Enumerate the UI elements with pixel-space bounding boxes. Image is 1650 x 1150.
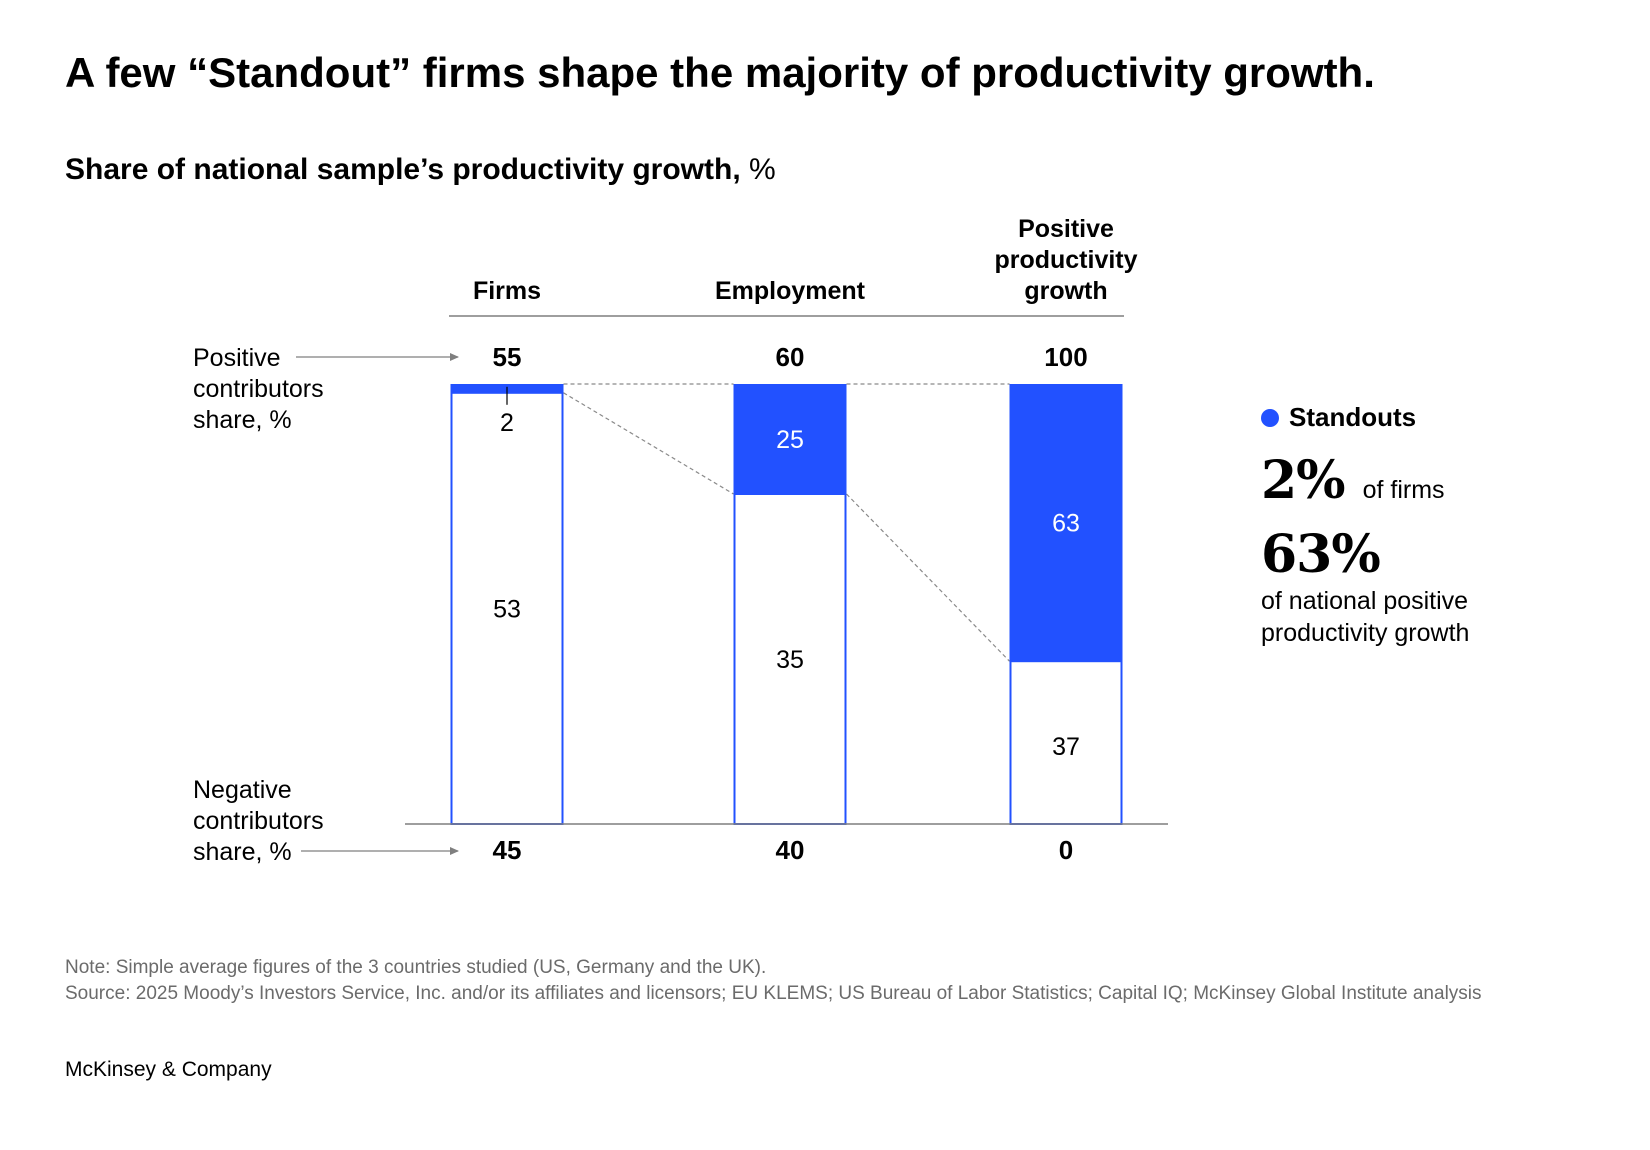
negative-side-label: share, % — [193, 838, 292, 866]
firms-stat: 2% of firms — [1261, 455, 1621, 507]
category-header: growth — [1024, 277, 1107, 305]
positive-total-label: 55 — [493, 342, 522, 372]
standouts-legend: Standouts 2% of firms 63% of national po… — [1261, 402, 1621, 649]
footnotes: Note: Simple average figures of the 3 co… — [65, 955, 1482, 1007]
brand-name: McKinsey & Company — [65, 1058, 272, 1081]
chart-subtitle: Share of national sample’s productivity … — [65, 152, 776, 188]
growth-stat-value: 63% — [1261, 524, 1381, 585]
standout-bar-segment — [733, 384, 847, 494]
positive-total-label: 60 — [776, 342, 805, 372]
note-text: Note: Simple average figures of the 3 co… — [65, 957, 767, 978]
category-header: Positive — [1018, 215, 1114, 243]
connector-line-split — [563, 392, 734, 495]
negative-side-label: Negative — [193, 776, 292, 804]
positive-side-label: contributors — [193, 375, 324, 403]
remainder-bar-segment — [450, 391, 564, 825]
positive-total-label: 100 — [1044, 342, 1087, 372]
standout-value-label: 2 — [500, 409, 514, 437]
subtitle-unit: % — [749, 153, 776, 186]
negative-total-label: 0 — [1059, 835, 1073, 865]
growth-stat-text: of national positive productivity growth — [1261, 587, 1470, 647]
standouts-swatch — [1261, 408, 1279, 427]
standout-bar-segment — [1009, 384, 1123, 662]
category-header: productivity — [994, 246, 1137, 274]
connector-line-split — [846, 493, 1010, 662]
stacked-bar-chart: 2 53 25 35 63 37 Firms 55 45 Employment 60 40 Posit… — [193, 215, 1168, 866]
growth-stat: 63% of national positive productivity gr… — [1261, 529, 1621, 649]
remainder-value-label: 35 — [776, 646, 804, 674]
negative-side-label: contributors — [193, 807, 324, 835]
firms-stat-text: of firms — [1362, 476, 1445, 504]
remainder-bar-segment — [733, 493, 847, 825]
standout-value-label: 25 — [776, 426, 804, 454]
subtitle-main: Share of national sample’s productivity … — [65, 153, 741, 186]
negative-total-label: 40 — [776, 835, 805, 865]
standout-value-label: 63 — [1052, 510, 1080, 538]
category-header: Firms — [473, 277, 541, 305]
negative-total-label: 45 — [493, 835, 522, 865]
positive-side-label: Positive — [193, 344, 281, 372]
remainder-value-label: 53 — [493, 595, 521, 623]
firms-stat-value: 2% — [1261, 450, 1346, 511]
category-header: Employment — [715, 277, 866, 305]
legend-label: Standouts — [1289, 402, 1417, 432]
source-text: Source: 2025 Moody’s Investors Service, … — [65, 983, 1482, 1004]
remainder-value-label: 37 — [1052, 733, 1080, 761]
positive-side-label: share, % — [193, 406, 292, 434]
chart-title: A few “Standout” firms shape the majorit… — [65, 49, 1375, 96]
